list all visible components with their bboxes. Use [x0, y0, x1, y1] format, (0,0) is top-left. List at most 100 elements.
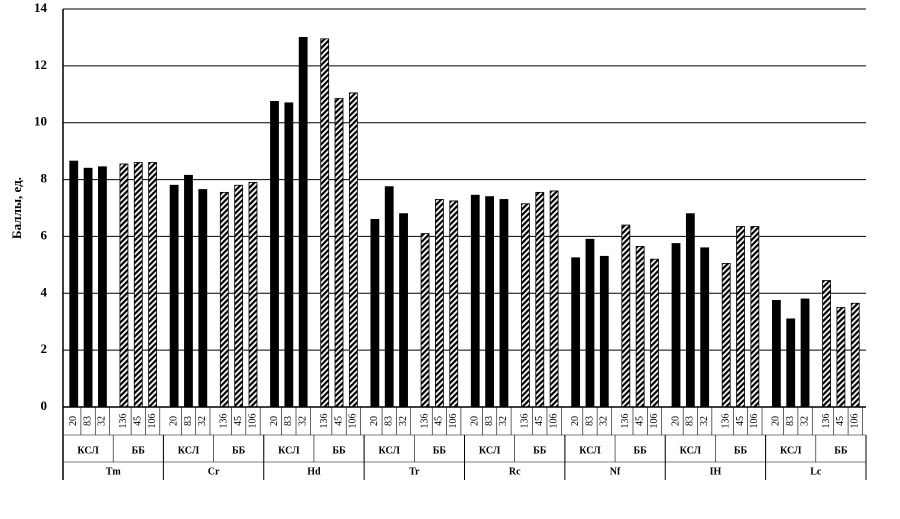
subgroup-label: КСЛ [780, 445, 802, 456]
group-label: Cr [208, 466, 220, 477]
x-tick-label: 45 [534, 416, 545, 426]
bar [334, 98, 344, 408]
group-label: Hd [307, 466, 321, 477]
bar [599, 255, 609, 408]
bar [83, 167, 93, 408]
bar [384, 186, 394, 408]
bar [399, 213, 408, 408]
bar [786, 318, 796, 408]
bar [850, 302, 860, 408]
bar [499, 199, 509, 408]
x-tick-label: 136 [219, 414, 230, 429]
subgroup-label: ББ [533, 445, 547, 456]
x-tick-label: 32 [599, 416, 610, 426]
x-tick-label: 106 [448, 414, 459, 429]
bar [370, 218, 380, 408]
x-tick-label: 83 [484, 416, 495, 426]
x-tick-label: 32 [297, 416, 308, 426]
x-tick-label: 83 [584, 416, 595, 426]
y-tick-label: 10 [34, 114, 47, 129]
subgroup-label: КСЛ [579, 445, 601, 456]
group-label: Rc [509, 466, 521, 477]
bar [449, 200, 459, 408]
subgroup-label: ББ [734, 445, 748, 456]
subgroup-label: ББ [634, 445, 648, 456]
group-label: Nf [610, 466, 621, 477]
x-tick-label: 106 [548, 414, 559, 429]
group-label: IH [710, 466, 722, 477]
bar [219, 191, 229, 408]
x-tick-label: 20 [670, 416, 681, 426]
subgroup-label: КСЛ [379, 445, 401, 456]
x-tick-label: 136 [118, 414, 129, 429]
bar [635, 245, 645, 408]
x-tick-label: 136 [720, 414, 731, 429]
bar [98, 166, 107, 408]
x-tick-label: 45 [434, 416, 445, 426]
bar [320, 38, 330, 408]
x-tick-label: 45 [133, 416, 144, 426]
x-tick-label: 20 [369, 416, 380, 426]
group-label: Tr [409, 466, 420, 477]
bar [270, 100, 279, 408]
bar [284, 102, 294, 408]
bar [535, 191, 545, 408]
group-label: Lc [810, 466, 822, 477]
y-tick-label: 12 [34, 57, 47, 72]
bar [169, 184, 179, 408]
bar [485, 196, 494, 408]
bar [671, 243, 681, 408]
x-tick-label: 106 [749, 414, 760, 429]
bar [133, 162, 143, 408]
bar [585, 238, 595, 408]
x-tick-label: 32 [699, 416, 710, 426]
subgroup-label: ББ [232, 445, 246, 456]
x-tick-label: 32 [97, 416, 108, 426]
bar [435, 199, 444, 408]
bar [650, 258, 659, 408]
subgroup-label: ББ [132, 445, 146, 456]
bar [721, 263, 731, 408]
bar [184, 174, 193, 408]
x-tick-label: 106 [649, 414, 660, 429]
bar [736, 226, 745, 408]
x-tick-label: 136 [319, 414, 330, 429]
y-tick-label: 8 [41, 171, 48, 186]
subgroup-label: ББ [332, 445, 346, 456]
x-tick-label: 136 [821, 414, 832, 429]
subgroup-label: КСЛ [77, 445, 99, 456]
x-tick-label: 45 [233, 416, 244, 426]
bar [234, 184, 244, 408]
x-tick-label: 83 [183, 416, 194, 426]
x-tick-label: 136 [520, 414, 531, 429]
bar [771, 299, 781, 408]
x-tick-label: 83 [384, 416, 395, 426]
x-tick-label: 106 [247, 414, 258, 429]
y-tick-label: 2 [41, 341, 48, 356]
bar [800, 298, 810, 408]
y-axis-label: Баллы, ед. [9, 177, 24, 239]
subgroup-label: КСЛ [278, 445, 300, 456]
bar [420, 233, 430, 408]
x-tick-label: 45 [634, 416, 645, 426]
bar [750, 226, 760, 408]
x-tick-label: 106 [850, 414, 861, 429]
x-tick-label: 45 [735, 416, 746, 426]
bar [248, 182, 258, 408]
x-tick-label: 20 [570, 416, 581, 426]
y-tick-label: 0 [41, 398, 48, 413]
group-label: Tm [106, 466, 122, 477]
bar [700, 247, 710, 408]
x-tick-label: 20 [269, 416, 280, 426]
x-tick-label: 20 [470, 416, 481, 426]
x-tick-label: 45 [333, 416, 344, 426]
x-tick-label: 106 [147, 414, 158, 429]
bar [822, 280, 831, 408]
bar [571, 257, 581, 408]
subgroup-label: КСЛ [479, 445, 501, 456]
y-tick-label: 6 [41, 227, 48, 242]
x-tick-label: 32 [197, 416, 208, 426]
x-tick-label: 32 [799, 416, 810, 426]
bar [69, 160, 79, 408]
